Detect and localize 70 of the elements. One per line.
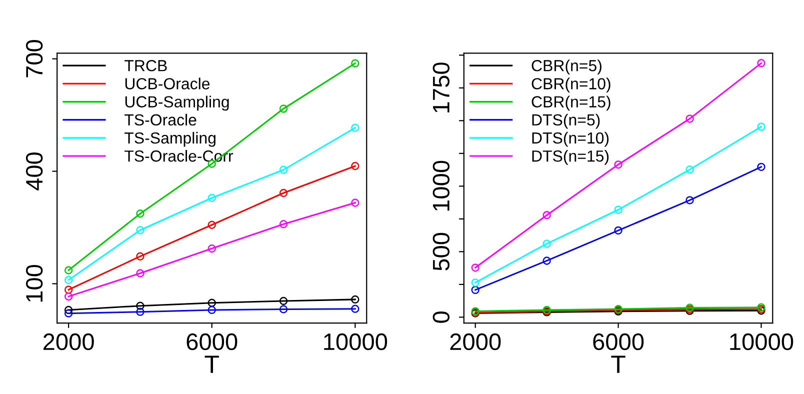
point: [64, 292, 73, 301]
point: [351, 198, 360, 207]
point: [686, 196, 694, 204]
point: [757, 59, 766, 68]
y-tick-label: 700: [26, 40, 43, 78]
point: [279, 220, 288, 228]
x-tick-label: 10000: [730, 333, 794, 350]
point: [471, 264, 480, 272]
point: [279, 188, 288, 198]
x-axis-title: T: [611, 356, 626, 373]
legend-label: TS-Oracle: [124, 114, 196, 126]
x-axis-title: T: [204, 356, 219, 373]
y-tick-label: 500: [432, 232, 450, 270]
point: [208, 220, 216, 229]
point: [614, 206, 622, 214]
point: [136, 252, 144, 260]
point: [351, 124, 360, 132]
legend-label: CBR(n=15): [532, 96, 610, 111]
point: [686, 114, 694, 123]
y-tick-label: 0: [432, 312, 450, 323]
point: [136, 210, 144, 218]
y-tick-label: 100: [26, 264, 43, 302]
point: [64, 266, 73, 274]
legend-label: TS-Sampling: [124, 132, 216, 147]
legend-label: DTS(n=15): [532, 150, 609, 165]
point: [136, 302, 144, 310]
point: [208, 306, 216, 314]
point: [351, 295, 360, 304]
legend-label: DTS(n=5): [532, 114, 600, 129]
x-tick-label: 6000: [186, 333, 238, 350]
point: [136, 308, 144, 316]
point: [542, 211, 551, 220]
x-tick-label: 6000: [593, 333, 644, 350]
point: [208, 244, 216, 253]
point: [64, 306, 73, 314]
x-tick-label: 10000: [324, 333, 388, 350]
point: [208, 298, 216, 307]
point: [136, 269, 144, 278]
y-tick-label: 400: [26, 152, 43, 190]
legend-label: UCB-Oracle: [125, 78, 210, 90]
point: [64, 286, 73, 294]
legend-label: CBR(n=10): [532, 78, 610, 93]
point: [686, 165, 694, 174]
point: [614, 226, 622, 235]
point: [208, 194, 216, 202]
x-tick-label: 2000: [450, 333, 501, 350]
point: [757, 122, 766, 131]
point: [64, 309, 73, 318]
point: [64, 276, 73, 284]
point: [614, 160, 622, 169]
point: [471, 286, 480, 294]
legend-label: CBR(n=5): [532, 60, 602, 74]
point: [279, 305, 288, 314]
legend-label: TRCB: [124, 60, 167, 72]
x-tick-label: 2000: [43, 333, 94, 350]
point: [542, 256, 551, 265]
point: [351, 59, 360, 68]
point: [757, 162, 766, 172]
legend-label: UCB-Sampling: [125, 96, 229, 111]
point: [542, 240, 551, 248]
point: [351, 162, 360, 170]
point: [351, 304, 360, 313]
point: [136, 226, 144, 234]
point: [471, 278, 480, 287]
y-tick-label: 1750: [432, 62, 450, 112]
point: [279, 296, 288, 306]
legend-label: DTS(n=10): [532, 132, 609, 147]
point: [279, 166, 288, 174]
y-tick-label: 1000: [432, 160, 450, 211]
point: [279, 104, 288, 113]
